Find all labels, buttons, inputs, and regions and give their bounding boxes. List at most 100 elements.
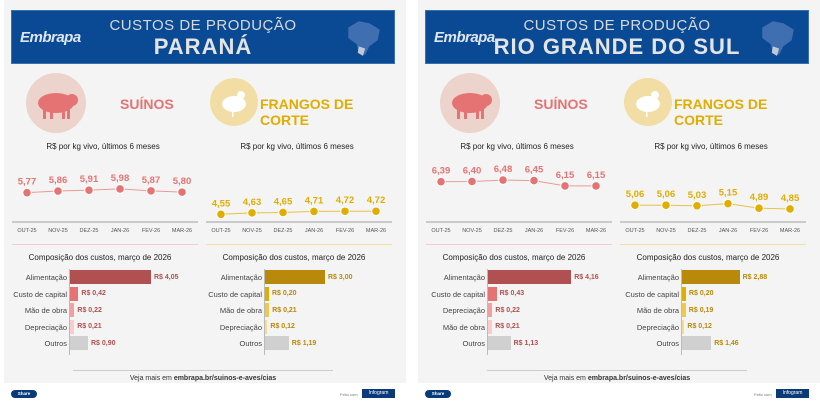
data-label: 5,06 bbox=[657, 189, 676, 200]
composition-title: Composição dos custos, março de 2026 bbox=[636, 253, 780, 262]
cost-bar bbox=[682, 303, 686, 318]
x-tick-label: MAR-26 bbox=[780, 228, 800, 234]
bar-value-label: R$ 1,19 bbox=[291, 339, 317, 347]
section-divider bbox=[12, 244, 198, 245]
bar-value-label: R$ 0,21 bbox=[272, 306, 297, 314]
data-point bbox=[591, 181, 601, 191]
data-label: 5,80 bbox=[173, 176, 192, 187]
data-label: 5,03 bbox=[688, 190, 707, 201]
cost-bar bbox=[70, 336, 88, 351]
x-tick-label: MAR-26 bbox=[172, 228, 192, 234]
bar-value-label: R$ 0,20 bbox=[689, 290, 714, 298]
price-line bbox=[635, 203, 791, 210]
data-point bbox=[498, 175, 508, 185]
x-tick-label: FEV-26 bbox=[556, 228, 574, 234]
data-point bbox=[247, 208, 257, 218]
data-point bbox=[467, 176, 477, 187]
pig-icon bbox=[26, 73, 86, 133]
bar-value-label: R$ 0,12 bbox=[687, 323, 712, 331]
bar-category-label: Depreciação bbox=[636, 322, 679, 332]
cost-bar bbox=[682, 270, 740, 284]
cost-bar bbox=[488, 319, 493, 334]
share-button[interactable]: Share bbox=[425, 390, 451, 398]
share-button[interactable]: Share bbox=[11, 390, 37, 398]
data-label: 6,39 bbox=[432, 166, 451, 177]
map-shape bbox=[348, 21, 380, 55]
panel-pr: Embrapa CUSTOS DE PRODUÇÃO PARANÁ SUÍNOS FRA… bbox=[0, 0, 406, 406]
price-line bbox=[440, 179, 596, 187]
x-tick-label: DEZ-25 bbox=[80, 228, 99, 234]
x-tick-label: JAN-26 bbox=[525, 228, 543, 234]
footer-divider bbox=[73, 370, 333, 371]
data-label: 4,55 bbox=[212, 198, 231, 209]
x-tick-label: FEV-26 bbox=[750, 228, 768, 234]
cost-bar bbox=[265, 336, 289, 351]
bar-value-label: R$ 0,22 bbox=[495, 306, 520, 314]
panel-rs: Embrapa CUSTOS DE PRODUÇÃO RIO GRANDE DO S… bbox=[414, 0, 820, 406]
bar-value-label: R$ 0,42 bbox=[81, 290, 106, 298]
x-tick-label: DEZ-25 bbox=[274, 228, 293, 234]
data-point bbox=[785, 204, 795, 214]
infogram-logo[interactable]: Infogram bbox=[776, 389, 809, 398]
x-tick-label: JAN-26 bbox=[305, 228, 323, 234]
infogram-logo[interactable]: Infogram bbox=[362, 389, 395, 398]
cost-bar bbox=[682, 319, 685, 334]
see-more-text: Veja mais em embrapa.br/suinos-e-aves/ci… bbox=[73, 375, 333, 382]
cost-bar bbox=[70, 286, 79, 301]
x-tick-label: NOV-25 bbox=[462, 228, 482, 234]
data-point bbox=[84, 185, 94, 195]
bar-category-label: Alimentação bbox=[220, 273, 262, 282]
pig-label: SUÍNOS bbox=[534, 96, 588, 112]
bar-value-label: R$ 0,22 bbox=[77, 306, 102, 314]
data-label: 5,86 bbox=[49, 175, 68, 186]
bar-value-label: R$ 0,43 bbox=[499, 290, 525, 298]
chicken-label: FRANGOS DE CORTE bbox=[674, 96, 768, 128]
x-tick-label: MAR-26 bbox=[366, 228, 386, 234]
data-label: 4,72 bbox=[367, 195, 386, 206]
chicken-icon bbox=[210, 78, 258, 126]
chicken-subtitle: R$ por kg vivo, últimos 6 meses bbox=[240, 142, 354, 151]
bar-category-label: Mão de obra bbox=[24, 306, 67, 316]
embrapa-logo: Embrapa bbox=[434, 29, 495, 46]
brazil-map-icon bbox=[762, 21, 794, 56]
x-tick-label: OUT-25 bbox=[625, 228, 644, 234]
bar-axis bbox=[69, 269, 70, 355]
bar-value-label: R$ 2,88 bbox=[742, 273, 768, 281]
bar-category-label: Mão de obra bbox=[219, 306, 262, 316]
see-more-link[interactable]: embrapa.br/suinos-e-aves/cias bbox=[173, 375, 277, 382]
data-point bbox=[661, 200, 671, 211]
data-point bbox=[754, 203, 764, 214]
cost-bar bbox=[488, 286, 497, 301]
x-tick-label: NOV-25 bbox=[48, 228, 68, 234]
x-tick-label: OUT-25 bbox=[211, 228, 230, 234]
price-line bbox=[26, 188, 183, 194]
chicken-price-line-chart: 4,55 OUT-25 4,63 NOV-25 4,65 DEZ-25 4,71 JAN-26… bbox=[206, 195, 392, 234]
data-label: 6,15 bbox=[556, 170, 575, 181]
chicken-price-line-chart: 5,06 OUT-25 5,06 NOV-25 5,03 DEZ-25 5,15 JAN-26… bbox=[620, 188, 806, 234]
bar-value-label: R$ 0,21 bbox=[495, 323, 520, 331]
see-more-link[interactable]: embrapa.br/suinos-e-aves/cias bbox=[587, 375, 691, 382]
cost-bar bbox=[70, 303, 75, 318]
bar-value-label: R$ 4,16 bbox=[574, 273, 599, 281]
bar-value-label: R$ 1,46 bbox=[714, 339, 739, 347]
header-banner: Embrapa CUSTOS DE PRODUÇÃO PARANÁ bbox=[11, 10, 395, 64]
data-point bbox=[53, 186, 63, 196]
data-label: 5,15 bbox=[719, 188, 738, 199]
bar-category-label: Outros bbox=[656, 339, 679, 349]
bar-axis bbox=[681, 269, 682, 355]
data-point bbox=[692, 200, 702, 211]
pig-label: SUÍNOS bbox=[120, 96, 174, 112]
x-tick-label: JAN-26 bbox=[719, 228, 737, 234]
bar-category-label: Outros bbox=[239, 339, 262, 349]
cost-bar bbox=[265, 319, 268, 334]
composition-title: Composição dos custos, março de 2026 bbox=[222, 253, 366, 262]
composition-title: Composição dos custos, março de 2026 bbox=[28, 253, 172, 262]
bar-value-label: R$ 0,20 bbox=[272, 290, 297, 298]
header-title: CUSTOS DE PRODUÇÃO bbox=[523, 17, 711, 34]
data-label: 6,15 bbox=[587, 170, 606, 181]
data-label: 4,63 bbox=[243, 197, 262, 208]
header-banner: Embrapa CUSTOS DE PRODUÇÃO RIO GRANDE DO S… bbox=[425, 10, 809, 64]
bar-category-label: Depreciação bbox=[442, 306, 485, 316]
bar-category-label: Depreciação bbox=[219, 322, 262, 332]
x-tick-label: OUT-25 bbox=[431, 228, 450, 234]
